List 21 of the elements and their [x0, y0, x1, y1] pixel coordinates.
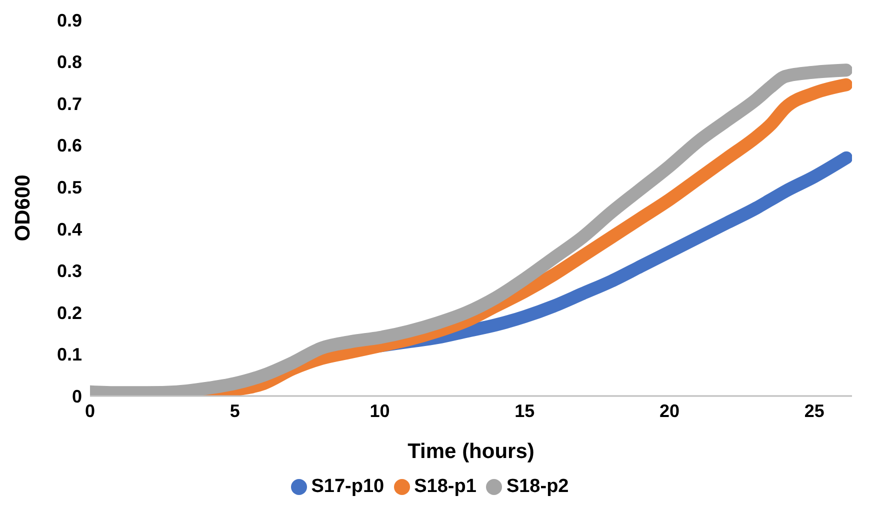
y-tick-label: 0.4 [56, 219, 82, 240]
legend-label: S17-p10 [311, 476, 384, 497]
y-tick-label: 0.2 [56, 302, 82, 323]
x-axis-title: Time (hours) [408, 440, 534, 463]
y-tick-label: 0.3 [56, 261, 82, 282]
x-tick-label: 15 [514, 400, 535, 421]
y-tick-label: 0.1 [56, 344, 82, 365]
y-tick-label: 0.8 [56, 52, 82, 72]
x-tick-label: 5 [230, 400, 240, 421]
y-axis-title: OD600 [11, 174, 34, 242]
x-tick-label: 0 [84, 400, 96, 421]
y-tick-label: 0.9 [56, 10, 82, 30]
x-tick-label: 10 [370, 400, 390, 421]
y-tick-label: 0.7 [56, 94, 82, 114]
legend-label: S18-p2 [506, 476, 569, 497]
y-tick-label: 0 [72, 386, 82, 406]
x-tick-label: 25 [804, 400, 824, 421]
y-tick-label: 0.5 [56, 178, 82, 198]
x-tick-label: 20 [659, 400, 680, 421]
legend-label: S18-p1 [414, 476, 476, 497]
y-tick-label: 0.6 [56, 136, 82, 156]
